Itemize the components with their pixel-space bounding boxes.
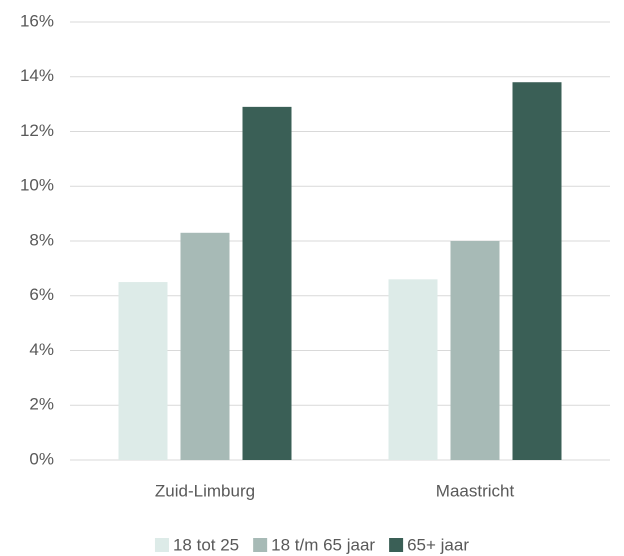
- x-tick-label: Zuid-Limburg: [155, 481, 255, 500]
- legend-swatch: [389, 538, 404, 552]
- y-tick-label: 12%: [20, 121, 54, 140]
- y-tick-label: 0%: [29, 449, 54, 468]
- bar: [180, 232, 230, 460]
- legend-label: 65+ jaar: [407, 535, 469, 554]
- bar: [388, 279, 438, 460]
- y-tick-label: 2%: [29, 395, 54, 414]
- y-tick-label: 6%: [29, 285, 54, 304]
- y-tick-label: 8%: [29, 230, 54, 249]
- y-tick-label: 10%: [20, 176, 54, 195]
- bar: [512, 82, 562, 460]
- legend-label: 18 t/m 65 jaar: [271, 535, 375, 554]
- bar: [450, 241, 500, 460]
- bar: [118, 282, 168, 460]
- y-tick-label: 16%: [20, 11, 54, 30]
- legend-label: 18 tot 25: [173, 535, 239, 554]
- bar: [242, 106, 292, 461]
- y-tick-label: 14%: [20, 66, 54, 85]
- legend-swatch: [154, 538, 169, 552]
- y-tick-label: 4%: [29, 340, 54, 359]
- legend-swatch: [253, 538, 268, 552]
- x-tick-label: Maastricht: [436, 481, 515, 500]
